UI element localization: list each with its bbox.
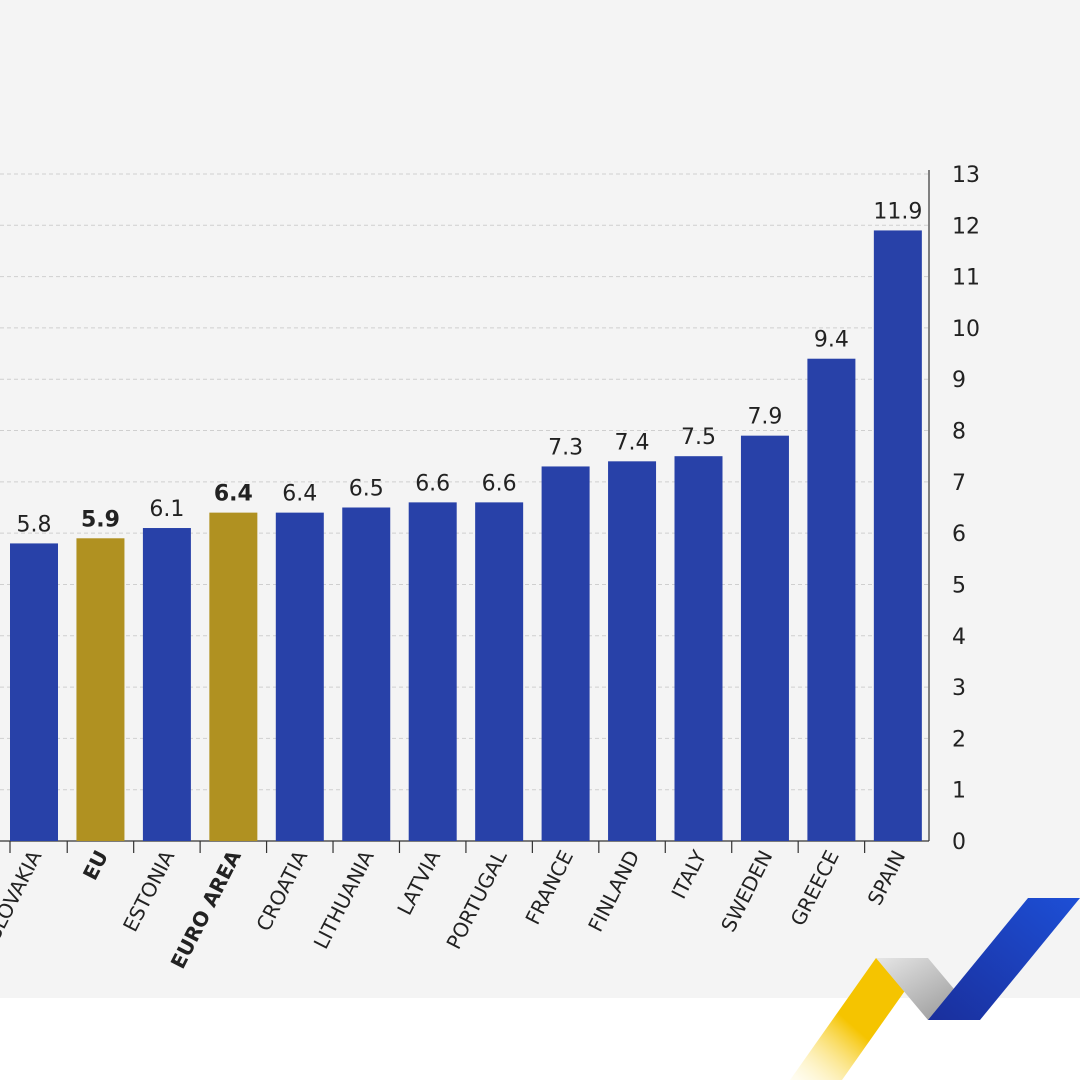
value-label-euro-area: 6.4 [214,482,253,507]
bar-sweden [740,435,789,841]
y-tick-label-12: 12 [952,214,980,239]
y-tick-label-3: 3 [952,676,966,701]
value-label-italy: 7.5 [681,425,716,450]
y-tick-label-7: 7 [952,471,966,496]
bar-lithuania [342,507,391,841]
value-label-estonia: 6.1 [149,497,184,522]
value-label-eu: 5.9 [81,507,120,532]
bar-france [541,466,590,841]
y-tick-label-5: 5 [952,573,966,598]
value-label-slovakia: 5.8 [17,512,52,537]
value-label-lithuania: 6.5 [349,477,384,502]
y-tick-label-10: 10 [952,317,980,342]
y-tick-label-6: 6 [952,522,966,547]
y-tick-label-8: 8 [952,420,966,445]
value-label-france: 7.3 [548,435,583,460]
bar-greece [807,358,856,841]
y-tick-label-1: 1 [952,779,966,804]
bar-spain [873,230,922,841]
value-label-latvia: 6.6 [415,471,450,496]
y-tick-label-2: 2 [952,727,966,752]
bar-finland [608,461,657,841]
bar-eu [76,538,125,841]
y-tick-label-0: 0 [952,830,966,855]
value-label-croatia: 6.4 [282,482,317,507]
bar-estonia [142,528,191,841]
bar-slovakia [10,543,58,841]
value-label-finland: 7.4 [615,430,650,455]
bar-croatia [275,512,324,841]
bar-euro-area [209,512,258,841]
value-label-spain: 11.9 [873,199,922,224]
bar-italy [674,456,723,841]
y-tick-label-9: 9 [952,368,966,393]
value-label-portugal: 6.6 [482,471,517,496]
value-label-sweden: 7.9 [747,405,782,430]
value-label-greece: 9.4 [814,328,849,353]
bar-portugal [475,502,524,841]
y-tick-label-11: 11 [952,266,980,291]
bar-latvia [408,502,457,841]
y-tick-label-13: 13 [952,163,980,188]
y-tick-label-4: 4 [952,625,966,650]
